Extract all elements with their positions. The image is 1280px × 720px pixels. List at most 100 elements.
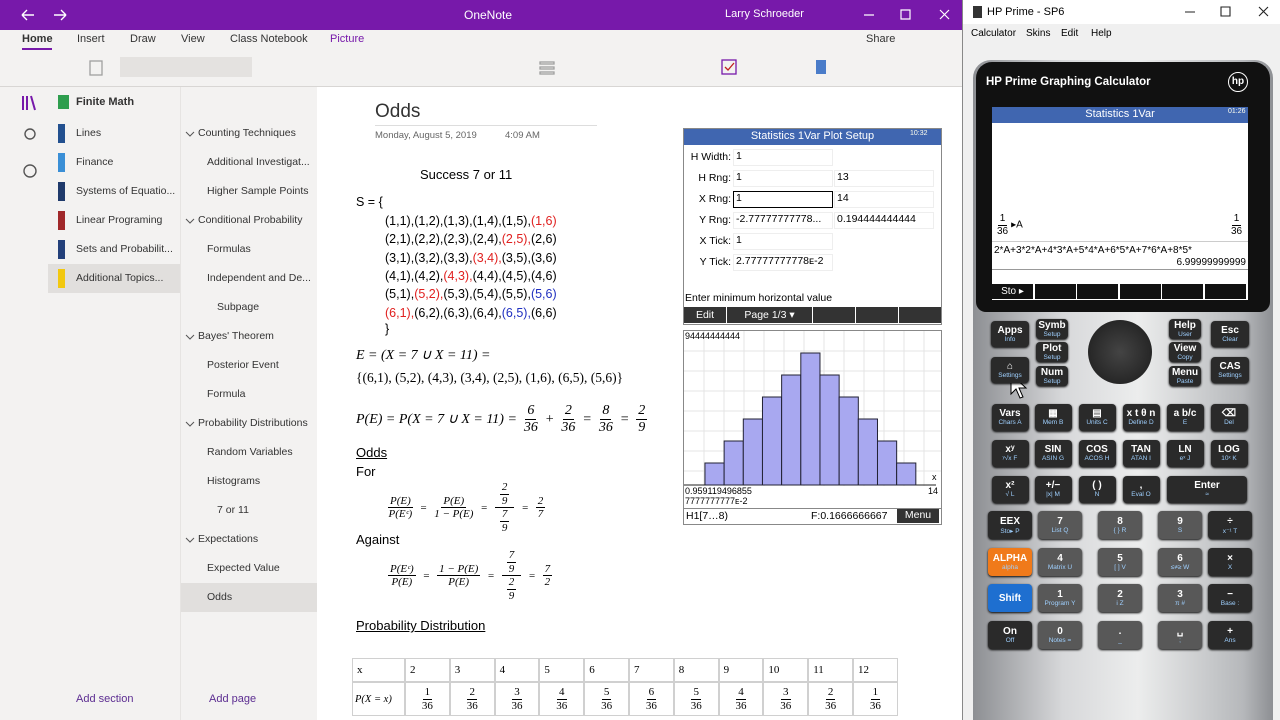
page-group[interactable]: Bayes' Theorem xyxy=(198,330,274,342)
field-value[interactable]: -2.77777777778... xyxy=(733,212,833,229)
page-title[interactable]: 7 or 11 xyxy=(217,504,249,516)
softkey[interactable] xyxy=(1077,284,1119,299)
calculator-key[interactable]: 4 Matrix U xyxy=(1038,548,1082,576)
window-controls[interactable] xyxy=(1177,4,1277,20)
calculator-key[interactable]: ▦ Mem B xyxy=(1034,403,1072,431)
softkey[interactable]: Page 1/3 ▾ xyxy=(727,307,812,323)
calculator-key[interactable]: − Base : xyxy=(1208,584,1252,612)
page-group[interactable]: Conditional Probability xyxy=(198,214,303,226)
calculator-key[interactable]: Plot Setup xyxy=(1036,342,1068,362)
page-title[interactable]: Posterior Event xyxy=(207,359,279,371)
page-title[interactable]: Independent and De... xyxy=(207,272,311,284)
calculator-key[interactable]: ␣; xyxy=(1158,621,1202,649)
section-name[interactable]: Additional Topics... xyxy=(76,272,164,284)
calculator-key[interactable]: COS ACOS H xyxy=(1078,439,1116,467)
collapse-chevron[interactable] xyxy=(185,129,195,139)
calculator-key[interactable]: +/− |x| M xyxy=(1034,475,1072,503)
page-group[interactable]: Counting Techniques xyxy=(198,127,296,139)
d-pad[interactable] xyxy=(1088,320,1152,384)
field-value[interactable]: 14 xyxy=(834,191,934,208)
field-value[interactable]: 13 xyxy=(834,170,934,187)
calculator-key[interactable]: 5[ ] V xyxy=(1098,548,1142,576)
calculator-key[interactable]: ÷ x⁻¹ T xyxy=(1208,511,1252,539)
user-name[interactable]: Larry Schroeder xyxy=(725,8,804,20)
softkey[interactable] xyxy=(813,307,855,323)
notebook-name[interactable]: Finite Math xyxy=(76,96,135,108)
field-value[interactable]: 1 xyxy=(733,170,833,187)
field-value[interactable]: 1 xyxy=(733,233,833,250)
calculator-key[interactable]: x² √ L xyxy=(991,475,1029,503)
page-title[interactable]: Formula xyxy=(207,388,246,400)
calculator-key[interactable]: 6 ≤≠≥ W xyxy=(1158,548,1202,576)
softkey[interactable]: Edit xyxy=(684,307,726,323)
softkey[interactable] xyxy=(856,307,898,323)
add-section[interactable]: Add section xyxy=(76,693,134,705)
calculator-key[interactable]: x t θ n Define D xyxy=(1122,403,1160,431)
page-title[interactable]: Additional Investigat... xyxy=(207,156,310,168)
calculator-key[interactable]: On Off xyxy=(988,621,1032,649)
calculator-key[interactable]: Esc Clear xyxy=(1211,321,1249,347)
calculator-key[interactable]: Help User xyxy=(1169,319,1201,339)
calculator-key[interactable]: 1 Program Y xyxy=(1038,584,1082,612)
collapse-chevron[interactable] xyxy=(185,216,195,226)
menu-item[interactable]: Skins xyxy=(1026,28,1051,39)
font-box[interactable] xyxy=(120,57,252,77)
softkey[interactable] xyxy=(1162,284,1204,299)
softkey[interactable] xyxy=(899,307,941,323)
collapse-chevron[interactable] xyxy=(185,419,195,429)
page-title[interactable]: Random Variables xyxy=(207,446,293,458)
softkey[interactable] xyxy=(1119,284,1161,299)
page-title[interactable]: Expected Value xyxy=(207,562,280,574)
field-value[interactable]: 1 xyxy=(733,191,833,208)
ribbon-tab[interactable]: Class Notebook xyxy=(230,33,308,45)
ribbon-tab[interactable]: Draw xyxy=(130,33,156,45)
add-page[interactable]: Add page xyxy=(209,693,257,705)
calculator-key[interactable]: LN eˣ J xyxy=(1166,439,1204,467)
calculator-key[interactable]: Apps Info xyxy=(991,321,1029,347)
calculator-key[interactable]: 8{ } R xyxy=(1098,511,1142,539)
calculator-key[interactable]: 0 Notes = xyxy=(1038,621,1082,649)
menu-item[interactable]: Calculator xyxy=(971,28,1017,39)
page-group[interactable]: Expectations xyxy=(198,533,259,545)
section-name[interactable]: Sets and Probabilit... xyxy=(76,243,173,255)
calculator-key[interactable]: 7 List Q xyxy=(1038,511,1082,539)
collapse-chevron[interactable] xyxy=(185,332,195,342)
calculator-key[interactable]: CAS Settings xyxy=(1211,357,1249,383)
calculator-key[interactable]: ⌫ Del xyxy=(1210,403,1248,431)
section-name[interactable]: Linear Programing xyxy=(76,214,163,226)
ribbon-tab[interactable]: Home xyxy=(22,33,53,45)
page-title[interactable]: Formulas xyxy=(207,243,251,255)
calculator-key[interactable]: . _ xyxy=(1098,621,1142,649)
collapse-chevron[interactable] xyxy=(185,535,195,545)
field-value[interactable]: 0.194444444444 xyxy=(834,212,934,229)
calculator-key[interactable]: Menu Paste xyxy=(1169,366,1201,386)
calculator-key[interactable]: ⌂ Settings xyxy=(991,357,1029,383)
calculator-key[interactable]: Num Setup xyxy=(1036,366,1068,386)
page-title[interactable]: Odds xyxy=(375,101,421,122)
field-value[interactable]: 2.77777777778ᴇ-2 xyxy=(733,254,833,271)
softkey[interactable]: Sto ▸ xyxy=(992,284,1033,299)
calculator-key[interactable]: × X xyxy=(1208,548,1252,576)
window-controls[interactable] xyxy=(860,6,956,24)
ribbon-tab[interactable]: View xyxy=(181,33,205,45)
calculator-key[interactable]: Symb Setup xyxy=(1036,319,1068,339)
ribbon-tab[interactable]: Insert xyxy=(77,33,105,45)
calculator-key[interactable]: ALPHA alpha xyxy=(988,548,1032,576)
ribbon-tab[interactable]: Picture xyxy=(330,33,365,45)
section-name[interactable]: Lines xyxy=(76,127,102,139)
page-title[interactable]: Odds xyxy=(207,591,233,603)
section-name[interactable]: Finance xyxy=(76,156,114,168)
calculator-key[interactable]: LOG 10ˣ K xyxy=(1210,439,1248,467)
menu-softkey[interactable]: Menu xyxy=(897,509,939,523)
calculator-key[interactable]: Shift xyxy=(988,584,1032,612)
calculator-key[interactable]: ▤ Units C xyxy=(1078,403,1116,431)
field-value[interactable]: 1 xyxy=(733,149,833,166)
page-title[interactable]: Higher Sample Points xyxy=(207,185,309,197)
section-name[interactable]: Systems of Equatio... xyxy=(76,185,176,197)
calculator-key[interactable]: EEX Sto▸ P xyxy=(988,511,1032,539)
calculator-key[interactable]: a b/c E xyxy=(1166,403,1204,431)
softkey[interactable] xyxy=(1205,284,1246,299)
